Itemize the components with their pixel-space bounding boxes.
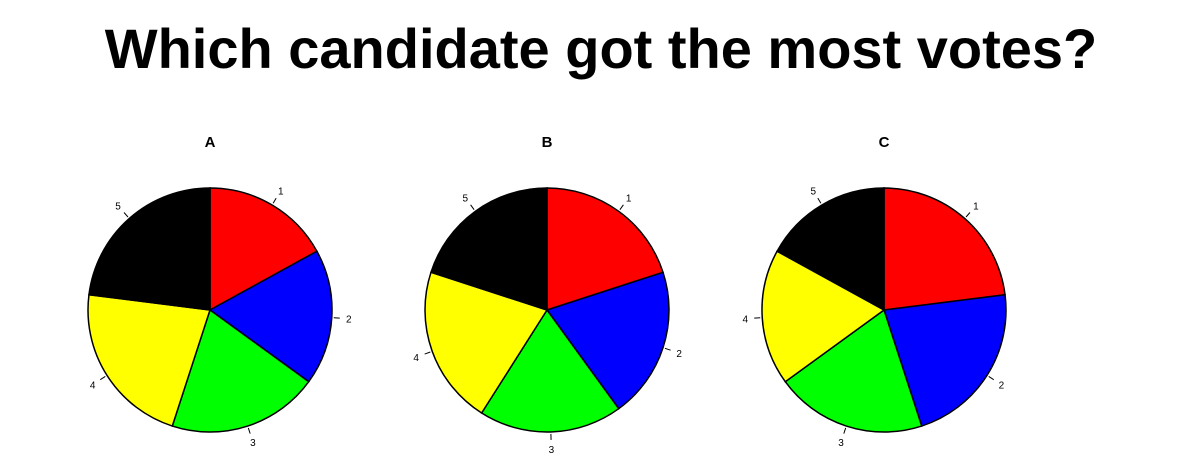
pie-slice-2 <box>208 250 333 383</box>
pie-title: A <box>205 134 216 151</box>
slice-label: 2 <box>999 380 1005 391</box>
slice-label: 5 <box>463 194 469 205</box>
pie-chart-c: 1 2 3 4 5 C <box>742 134 1007 449</box>
slice-tick <box>272 197 277 204</box>
slice-label: 4 <box>413 353 419 364</box>
pie-slice-2 <box>545 271 670 410</box>
pie-slice-1 <box>883 187 1006 311</box>
slice-tick <box>424 351 431 355</box>
slice-label: 2 <box>346 315 352 326</box>
slice-label: 1 <box>626 194 632 205</box>
slice-label: 3 <box>838 438 844 449</box>
pie-chart-b: 1 2 3 4 5 B <box>413 134 682 456</box>
slice-tick <box>988 376 995 381</box>
slice-tick <box>619 204 624 210</box>
pie-slice-3 <box>784 308 923 433</box>
slice-tick <box>843 427 847 434</box>
pie-slice-2 <box>883 293 1007 427</box>
pie-slice-3 <box>480 308 620 433</box>
slice-label: 2 <box>676 349 682 360</box>
pie-slice-1 <box>546 187 664 312</box>
pie-slice-3 <box>171 308 310 433</box>
pie-chart-a: 1 2 3 4 5 A <box>87 134 352 449</box>
slice-tick <box>470 204 475 210</box>
pie-slice-4 <box>87 293 211 427</box>
pie-title: C <box>879 134 890 151</box>
slice-tick <box>99 376 106 381</box>
slice-label: 4 <box>742 315 748 326</box>
pie-slice-1 <box>209 187 318 312</box>
slice-tick <box>965 212 971 218</box>
slice-tick <box>817 197 822 204</box>
slice-label: 3 <box>250 438 256 449</box>
pie-slice-4 <box>424 271 549 415</box>
pie-charts: 1 2 3 4 5 A 1 2 3 4 5 B 1 2 3 4 5 C <box>87 134 1007 456</box>
slice-tick <box>123 212 129 218</box>
pie-slice-5 <box>776 187 885 312</box>
slice-label: 1 <box>278 186 284 197</box>
slice-tick <box>664 347 671 351</box>
pie-slice-5 <box>88 187 211 311</box>
pie-title: B <box>542 134 553 151</box>
page-title: Which candidate got the most votes? <box>104 17 1098 80</box>
slice-tick <box>247 427 251 434</box>
slice-label: 5 <box>115 202 121 213</box>
slice-label: 1 <box>973 202 979 213</box>
slice-label: 5 <box>810 186 816 197</box>
pie-slice-4 <box>761 250 886 383</box>
slice-label: 3 <box>549 445 555 456</box>
pie-slice-5 <box>430 187 548 312</box>
slice-label: 4 <box>90 380 96 391</box>
